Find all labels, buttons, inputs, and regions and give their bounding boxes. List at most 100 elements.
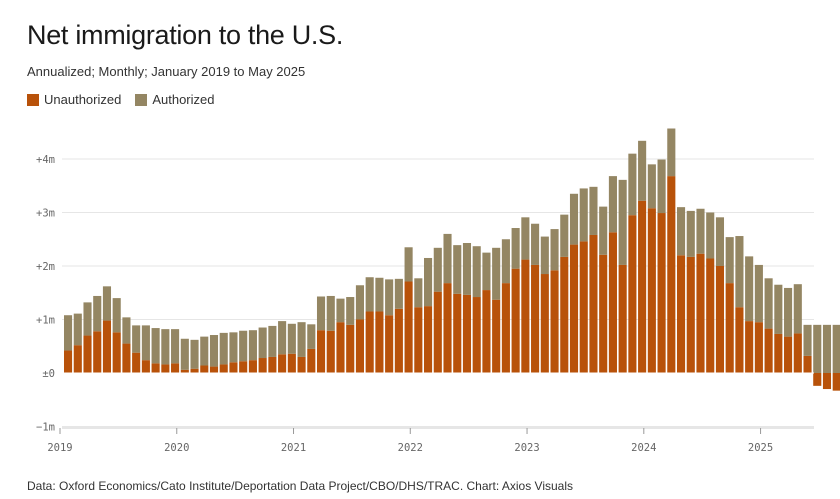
bar-authorized [657,159,666,214]
bar-authorized [365,277,374,312]
bar-unauthorized [628,215,637,373]
y-tick-label: ±0 [42,368,55,380]
bar-authorized [599,206,608,255]
bar-authorized [239,330,248,362]
bar-unauthorized [793,333,802,373]
bar-authorized [608,176,617,233]
bar-unauthorized [200,365,209,373]
bar-authorized [589,186,598,235]
bar-unauthorized [385,315,394,373]
bar-unauthorized [73,345,82,373]
bar-authorized [200,336,209,366]
legend-label-unauthorized: Unauthorized [44,92,122,107]
bar-authorized [355,285,364,320]
bar-authorized [83,302,92,336]
bar-unauthorized [813,373,822,386]
bar-unauthorized [209,366,219,373]
bar-unauthorized [550,270,559,373]
x-tick-label: 2024 [631,442,656,454]
legend: Unauthorized Authorized [27,92,214,107]
bar-authorized [278,321,287,355]
bar-authorized [404,247,413,282]
bar-unauthorized [326,330,335,373]
y-tick-label: +1m [36,315,55,327]
bar-unauthorized [336,322,345,373]
bar-unauthorized [657,213,666,373]
source-note: Data: Oxford Economics/Cato Institute/De… [27,479,573,493]
bar-authorized [706,212,715,259]
bar-authorized [433,247,442,292]
bar-authorized [229,332,238,363]
bar-authorized [715,217,725,266]
bar-authorized [647,164,656,209]
bar-unauthorized [453,293,462,373]
bar-unauthorized [394,308,403,373]
bar-unauthorized [248,360,257,373]
bar-authorized [803,324,812,356]
bar-unauthorized [472,297,481,373]
bar-authorized [112,298,121,333]
bar-authorized [676,207,686,256]
y-tick-label: +3m [36,208,55,220]
bar-unauthorized [83,335,92,373]
bar-unauthorized [569,244,579,373]
legend-swatch-unauthorized [27,93,39,106]
bar-unauthorized [122,343,131,373]
bar-authorized [482,252,491,291]
bar-unauthorized [647,208,656,373]
bar-unauthorized [297,356,306,373]
bar-unauthorized [696,253,705,373]
bar-authorized [443,233,452,284]
bar-unauthorized [540,274,549,373]
bar-authorized [774,284,783,334]
bar-authorized [511,228,520,269]
bar-authorized [219,332,228,365]
bar-unauthorized [492,299,501,373]
bar-unauthorized [316,330,326,373]
bar-authorized [550,229,559,271]
bar-authorized [822,324,832,373]
bar-authorized [122,317,131,344]
x-tick-label: 2022 [398,442,423,454]
bar-unauthorized [258,358,267,373]
bar-unauthorized [151,363,160,373]
bar-authorized [686,210,695,257]
bar-unauthorized [171,363,180,373]
chart-subtitle: Annualized; Monthly; January 2019 to May… [27,64,306,79]
bar-unauthorized [346,324,355,373]
bar-unauthorized [715,266,725,373]
bar-unauthorized [764,328,773,373]
bar-unauthorized [589,234,598,373]
bar-authorized [161,329,170,365]
x-tick-label: 2025 [748,442,773,454]
bar-unauthorized [414,307,423,373]
bar-authorized [180,338,189,370]
bar-unauthorized [822,373,832,390]
x-tick-label: 2019 [47,442,72,454]
bar-authorized [579,188,588,242]
bar-unauthorized [754,322,763,373]
bar-unauthorized [180,369,189,373]
bar-unauthorized [676,255,686,373]
y-tick-label: +2m [36,261,55,273]
bar-unauthorized [638,200,647,373]
bar-authorized [268,325,277,357]
bar-unauthorized [560,256,569,373]
bar-authorized [336,298,345,323]
bar-authorized [375,277,384,312]
bar-unauthorized [686,256,695,373]
bar-authorized [618,179,627,265]
bar-authorized [414,278,423,308]
bar-unauthorized [745,321,754,373]
bar-authorized [64,315,73,351]
bar-authorized [190,339,199,369]
bar-authorized [764,278,773,329]
bar-unauthorized [706,258,715,373]
bar-authorized [560,214,569,257]
bar-authorized [784,287,793,337]
bar-authorized [628,153,637,216]
bar-authorized [531,223,540,265]
bar-unauthorized [501,283,510,373]
bar-unauthorized [287,353,296,373]
